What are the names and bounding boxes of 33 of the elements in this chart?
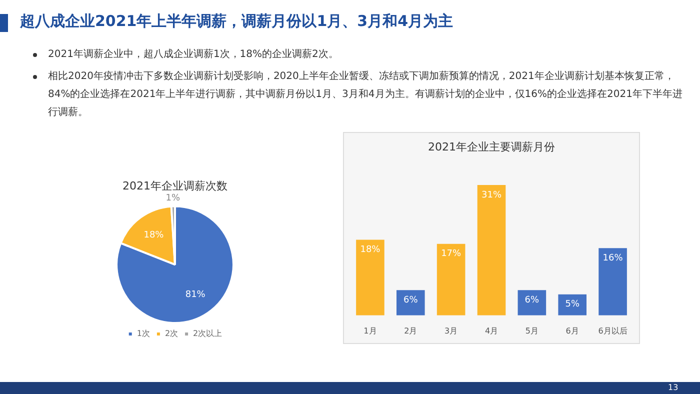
bar: [518, 290, 546, 316]
bar: [436, 244, 466, 316]
data-label: 6%: [524, 296, 540, 306]
text: 2021年调薪企业中，超八成企业调薪1次，18%的企业调薪2次。: [48, 48, 340, 62]
x-tick-label: 6月: [566, 326, 579, 336]
bar: [396, 290, 425, 316]
x-tick-label: 2月: [404, 326, 418, 336]
data-label: 18%: [144, 230, 164, 241]
chart-title: 2021年企业调薪次数: [122, 179, 228, 192]
chart-title: 2021年企业主要调薪月份: [428, 140, 555, 154]
data-label: 81%: [185, 290, 206, 300]
data-label: 18%: [360, 245, 381, 256]
x-tick-label: 6月以后: [598, 326, 628, 336]
data-label: 17%: [441, 249, 462, 260]
text: 相比2020年疫情冲击下多数企业调薪计划受影响，2020上半年企业暂缓、冻结或下调加薪预算的情况，2021年企业调薪计划基本恢复正常，84%的企业选择在2021年上半年进行调薪，其中调薪月份以1月、3月和4月为主。有调薪计划的企业中，仅16%的企业选择在2021年下半年进行调薪。: [48, 70, 684, 120]
text: 超八成企业2021年上半年调薪，调薪月份以1月、3月和4月为主: [20, 12, 454, 31]
bar: [598, 248, 627, 316]
bar: [558, 294, 587, 316]
data-label: 5%: [565, 300, 580, 310]
text: 13: [668, 383, 678, 392]
x-tick-label: 3月: [444, 326, 458, 336]
legend-label: 1次: [136, 329, 150, 338]
x-tick-label: 1月: [364, 326, 377, 336]
legend-label: 2次: [164, 329, 178, 338]
data-label: 16%: [602, 253, 624, 264]
x-tick-label: 5月: [525, 326, 538, 336]
data-label: 31%: [481, 190, 502, 200]
data-label: 1%: [166, 194, 180, 204]
legend-label: 2次以上: [193, 329, 222, 338]
bar: [477, 185, 506, 316]
data-label: 6%: [404, 296, 418, 306]
x-tick-label: 4月: [484, 326, 498, 336]
bar: [356, 240, 384, 316]
